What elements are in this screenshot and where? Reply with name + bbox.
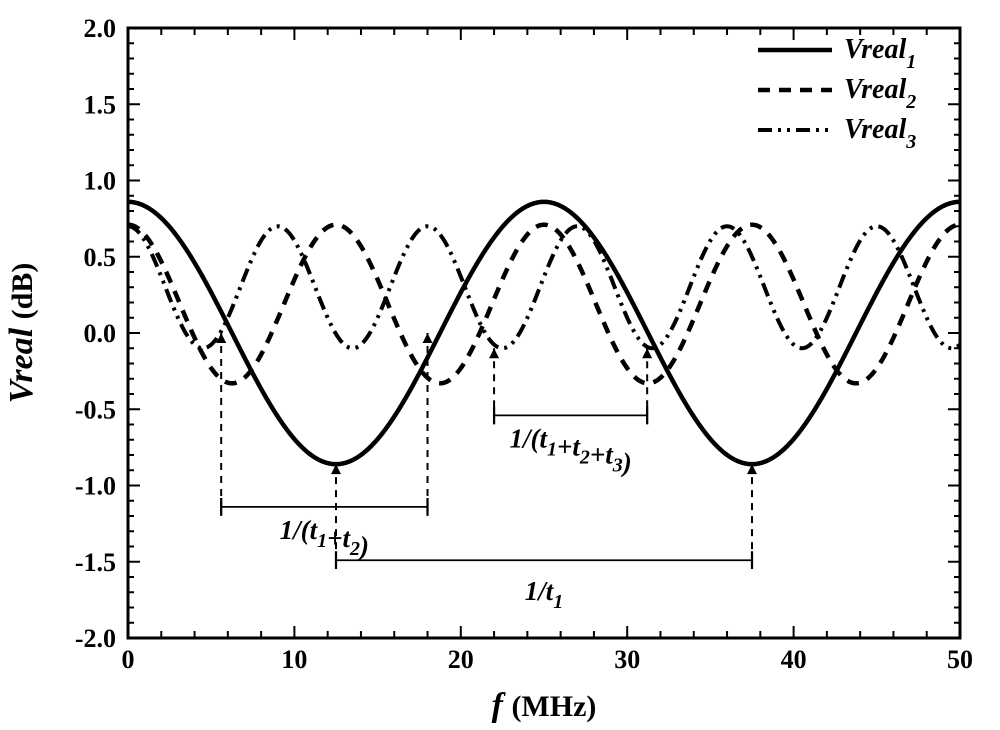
- svg-text:30: 30: [614, 645, 640, 674]
- svg-text:0.5: 0.5: [84, 243, 117, 272]
- chart-svg: 0 10 20 30 40 50 -2.0 -1.5 -1.0 -0.5 0.0 0.5 1.0 1.5 2…: [0, 0, 1000, 730]
- svg-text:-1.0: -1.0: [75, 472, 116, 501]
- svg-text:-0.5: -0.5: [75, 395, 116, 424]
- svg-text:50: 50: [947, 645, 973, 674]
- chart-container: 0 10 20 30 40 50 -2.0 -1.5 -1.0 -0.5 0.0 0.5 1.0 1.5 2…: [0, 0, 1000, 730]
- svg-text:10: 10: [281, 645, 307, 674]
- svg-text:0: 0: [122, 645, 135, 674]
- svg-text:20: 20: [448, 645, 474, 674]
- svg-text:-1.5: -1.5: [75, 548, 116, 577]
- svg-text:40: 40: [781, 645, 807, 674]
- svg-text:f (MHz): f (MHz): [492, 687, 597, 724]
- svg-text:Vreal (dB): Vreal (dB): [3, 263, 40, 404]
- svg-text:1.5: 1.5: [84, 90, 117, 119]
- svg-text:1.0: 1.0: [84, 167, 117, 196]
- svg-text:-2.0: -2.0: [75, 624, 116, 653]
- svg-text:2.0: 2.0: [84, 14, 117, 43]
- svg-text:0.0: 0.0: [84, 319, 117, 348]
